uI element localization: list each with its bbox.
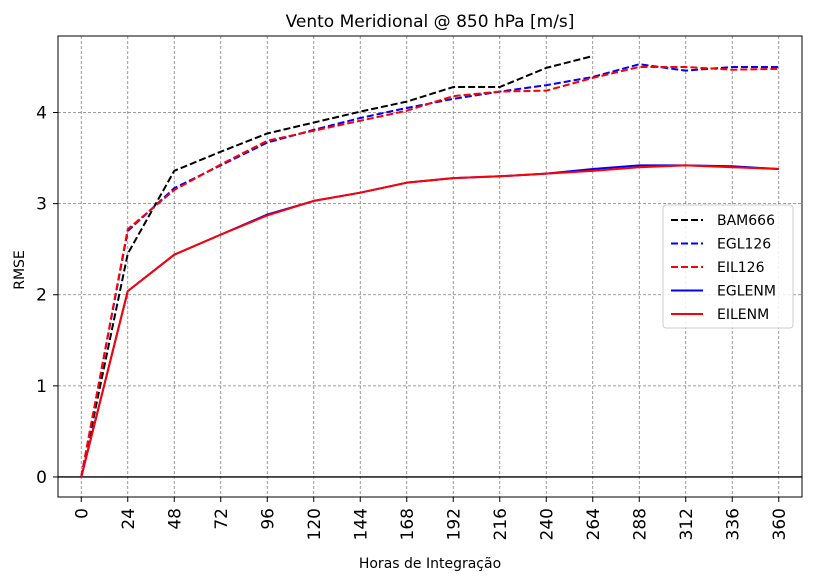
- y-tick-label: 3: [36, 195, 47, 215]
- y-tick-label: 1: [36, 377, 47, 397]
- series-line-eilenm: [80, 164, 779, 478]
- y-tick-label: 4: [36, 104, 47, 124]
- x-tick-label: 120: [305, 508, 325, 540]
- legend-label-egl126: EGL126: [717, 237, 771, 253]
- chart-title: Vento Meridional @ 850 hPa [m/s]: [286, 12, 575, 32]
- x-tick-label: 144: [351, 508, 371, 540]
- legend-box: [662, 204, 794, 329]
- x-tick-label: 288: [630, 508, 650, 540]
- x-tick-label: 312: [677, 508, 697, 540]
- series-line-eil126: [80, 65, 779, 478]
- legend-label-eglenm: EGLENM: [717, 284, 776, 300]
- x-tick-label: 336: [723, 508, 743, 540]
- x-tick-label: 216: [491, 508, 511, 540]
- plot-frame: [57, 35, 803, 498]
- x-tick-label: 360: [770, 508, 790, 540]
- x-tick-label: 48: [165, 508, 185, 530]
- x-tick-label: 72: [212, 508, 232, 530]
- x-tick-label: 24: [119, 508, 139, 530]
- legend-label-bam666: BAM666: [717, 213, 775, 229]
- x-tick-label: 264: [584, 508, 604, 540]
- axis-ticks: 0 24 48 72 96 120 144 168 192 216 240 264 288 312 336 3…: [36, 104, 790, 541]
- legend-label-eil126: EIL126: [717, 260, 765, 276]
- x-tick-label: 0: [72, 508, 92, 519]
- x-tick-label: 192: [444, 508, 464, 540]
- legend-label-eilenm: EILENM: [717, 307, 769, 323]
- legend: BAM666 EGL126 EIL126 EGLENM EILENM: [662, 204, 794, 329]
- y-tick-label: 2: [36, 286, 47, 306]
- x-tick-label: 96: [258, 508, 278, 530]
- x-tick-label: 168: [398, 508, 418, 540]
- y-tick-label: 0: [36, 468, 47, 488]
- x-tick-label: 240: [537, 508, 557, 540]
- y-axis-label: RMSE: [12, 250, 28, 290]
- series-lines: [80, 55, 779, 478]
- x-axis-label: Horas de Integração: [359, 556, 501, 572]
- series-line-bam666: [80, 55, 593, 478]
